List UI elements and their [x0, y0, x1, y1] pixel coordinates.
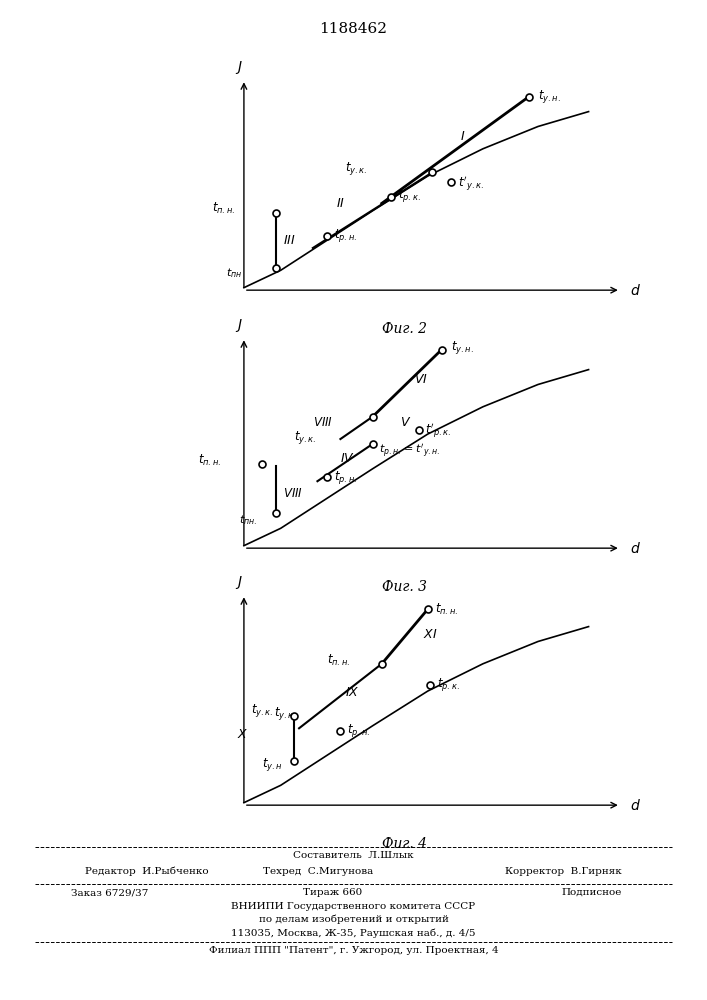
Text: $d$: $d$ [630, 541, 641, 556]
Text: Заказ 6729/37: Заказ 6729/37 [71, 888, 148, 897]
Text: $t_{пн.}$: $t_{пн.}$ [239, 513, 257, 527]
Text: $t_{у.к.}$: $t_{у.к.}$ [274, 705, 296, 722]
Text: $XI$: $XI$ [423, 628, 438, 641]
Text: Филиал ППП "Патент", г. Ужгород, ул. Проектная, 4: Филиал ППП "Патент", г. Ужгород, ул. Про… [209, 946, 498, 955]
Text: $t_{р.к.}$: $t_{р.к.}$ [437, 676, 460, 693]
Text: $IV$: $IV$ [341, 452, 356, 465]
Text: $J$: $J$ [235, 317, 243, 334]
Text: $t_{п.н.}$: $t_{п.н.}$ [212, 201, 235, 216]
Text: $t_{р.н.}$: $t_{р.н.}$ [347, 722, 370, 739]
Text: Составитель  Л.Шлык: Составитель Л.Шлык [293, 851, 414, 860]
Text: $t_{р.н.}$: $t_{р.н.}$ [334, 469, 356, 486]
Text: Подписное: Подписное [562, 888, 622, 897]
Text: $d$: $d$ [630, 283, 641, 298]
Text: $t_{у.к.}$: $t_{у.к.}$ [252, 702, 274, 719]
Text: Техред  С.Мигунова: Техред С.Мигунова [263, 867, 373, 876]
Text: $IX$: $IX$ [345, 686, 359, 699]
Text: $t_{р.н.}$: $t_{р.н.}$ [334, 227, 356, 244]
Text: Тираж 660: Тираж 660 [303, 888, 362, 897]
Text: $t_{п.н.}$: $t_{п.н.}$ [435, 602, 458, 617]
Text: $t_{у.н.}$: $t_{у.н.}$ [538, 88, 561, 105]
Text: по делам изобретений и открытий: по делам изобретений и открытий [259, 915, 448, 924]
Text: $I$: $I$ [460, 130, 465, 143]
Text: $III$: $III$ [283, 234, 296, 247]
Text: $t_{р.н.}=t'_{у.н.}$: $t_{р.н.}=t'_{у.н.}$ [380, 443, 440, 460]
Text: Фиг. 3: Фиг. 3 [382, 580, 427, 594]
Text: $t_{у.н.}$: $t_{у.н.}$ [451, 339, 474, 356]
Text: Фиг. 2: Фиг. 2 [382, 322, 427, 336]
Text: Корректор  В.Гирняк: Корректор В.Гирняк [506, 867, 622, 876]
Text: $X$: $X$ [237, 728, 248, 741]
Text: $II$: $II$ [336, 197, 345, 210]
Text: $t_{у.к.}$: $t_{у.к.}$ [295, 429, 317, 446]
Text: $VI$: $VI$ [414, 373, 428, 386]
Text: Фиг. 4: Фиг. 4 [382, 837, 427, 851]
Text: $t_{п.н.}$: $t_{п.н.}$ [327, 653, 350, 668]
Text: $V$: $V$ [400, 416, 411, 429]
Text: Редактор  И.Рыбченко: Редактор И.Рыбченко [85, 867, 209, 876]
Text: $t_{пн}$: $t_{пн}$ [226, 266, 242, 280]
Text: $t_{р.к.}$: $t_{р.к.}$ [398, 187, 421, 204]
Text: ВНИИПИ Государственного комитета СССР: ВНИИПИ Государственного комитета СССР [231, 902, 476, 911]
Text: $t'_{р.к.}$: $t'_{р.к.}$ [426, 421, 452, 440]
Text: $t'_{у.к.}$: $t'_{у.к.}$ [457, 174, 484, 193]
Text: $t_{у.н}$: $t_{у.н}$ [262, 756, 283, 773]
Text: 113035, Москва, Ж-35, Раушская наб., д. 4/5: 113035, Москва, Ж-35, Раушская наб., д. … [231, 928, 476, 938]
Text: $t_{у.к.}$: $t_{у.к.}$ [345, 160, 368, 177]
Text: $d$: $d$ [630, 798, 641, 813]
Text: $t_{п.н.}$: $t_{п.н.}$ [198, 453, 221, 468]
Text: $J$: $J$ [235, 59, 243, 76]
Text: 1188462: 1188462 [320, 22, 387, 36]
Text: $VIII$: $VIII$ [283, 487, 303, 500]
Text: $VIII$: $VIII$ [312, 416, 333, 429]
Text: $J$: $J$ [235, 574, 243, 591]
